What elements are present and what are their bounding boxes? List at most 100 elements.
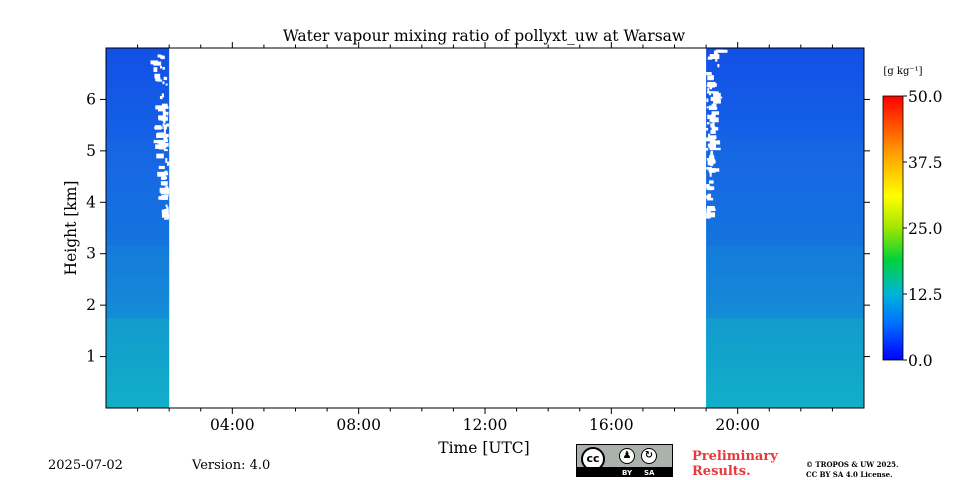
no-data-speckle	[162, 214, 169, 217]
no-data-speckle	[154, 125, 162, 130]
no-data-speckle	[710, 117, 719, 123]
heatmap-band	[706, 138, 864, 210]
no-data-speckle	[708, 133, 711, 139]
no-data-speckle	[713, 99, 721, 104]
heatmap-band	[706, 318, 864, 408]
no-data-speckle	[712, 126, 716, 130]
no-data-speckle	[707, 91, 716, 94]
no-data-speckle	[708, 159, 716, 162]
no-data-speckle	[163, 148, 168, 152]
no-data-speckle	[162, 123, 165, 127]
no-data-speckle	[163, 118, 166, 124]
no-data-speckle	[160, 54, 163, 59]
no-data-speckle	[161, 194, 168, 200]
no-data-speckle	[164, 186, 168, 191]
heatmap-data-layer	[106, 48, 864, 408]
no-data-speckle	[164, 183, 168, 186]
no-data-speckle	[165, 158, 168, 163]
no-data-speckle	[154, 73, 161, 79]
x-tick-label: 20:00	[715, 416, 760, 434]
no-data-speckle	[706, 71, 712, 76]
no-data-speckle	[165, 204, 168, 207]
no-data-speckle	[157, 132, 166, 137]
no-data-speckle	[709, 140, 713, 145]
colorbar-tick-label: 50.0	[908, 88, 943, 106]
no-data-speckle	[161, 176, 168, 180]
copyright-line-1: © TROPOS & UW 2025.	[806, 460, 899, 469]
no-data-speckle	[155, 144, 165, 149]
no-data-speckle	[161, 93, 165, 98]
no-data-speckle	[713, 93, 721, 97]
no-data-speckle	[160, 105, 168, 109]
sa-label: SA	[644, 469, 655, 477]
no-data-speckle	[707, 87, 710, 93]
no-data-speckle	[166, 206, 169, 210]
colorbar-tick-label: 25.0	[908, 220, 943, 238]
no-data-speckle	[709, 87, 712, 90]
no-data-speckle	[153, 61, 162, 66]
no-data-speckle	[159, 96, 163, 100]
no-data-speckle	[165, 133, 169, 138]
no-data-speckle	[158, 141, 164, 144]
y-tick-label: 5	[86, 142, 96, 160]
no-data-speckle	[165, 209, 169, 214]
no-data-speckle	[162, 66, 165, 70]
cc-license-badge: cc ♟ ↻ BY SA	[576, 444, 673, 477]
version-label: Version: 4.0	[192, 458, 271, 473]
no-data-speckle	[706, 137, 716, 142]
attribution-icon: ♟	[619, 448, 635, 464]
copyright-line-2: CC BY SA 4.0 License.	[806, 470, 893, 479]
license-badge-bar	[577, 467, 672, 476]
no-data-speckle	[708, 186, 712, 191]
y-tick-label: 1	[86, 348, 96, 366]
no-data-speckle	[158, 118, 164, 121]
no-data-speckle	[706, 184, 710, 189]
colorbar-tick-label: 37.5	[908, 154, 943, 172]
no-data-speckle	[706, 213, 709, 218]
no-data-speckle	[156, 153, 164, 159]
no-data-speckle	[157, 107, 166, 112]
no-data-speckle	[706, 212, 715, 218]
no-data-speckle	[710, 152, 714, 156]
no-data-speckle	[707, 193, 712, 199]
no-data-speckle	[707, 210, 711, 214]
no-data-speckle	[163, 76, 168, 81]
x-tick-label: 16:00	[589, 416, 634, 434]
x-tick-label: 12:00	[463, 416, 508, 434]
colorbar-tick-label: 0.0	[908, 352, 933, 370]
heatmap-band	[106, 318, 170, 408]
no-data-speckle	[708, 83, 715, 88]
chart-title: Water vapour mixing ratio of pollyxt_uw …	[283, 27, 686, 45]
no-data-speckle	[714, 96, 723, 99]
no-data-speckle	[708, 156, 715, 162]
preliminary-line-1: Preliminary	[692, 449, 778, 464]
no-data-speckle	[715, 59, 718, 62]
no-data-speckle	[717, 64, 720, 68]
y-axis-label: Height [km]	[62, 181, 80, 276]
no-data-speckle	[163, 172, 166, 176]
no-data-speckle	[157, 171, 166, 177]
no-data-speckle	[706, 122, 710, 125]
no-data-speckle	[706, 195, 710, 199]
y-tick-label: 4	[86, 193, 96, 211]
date-label: 2025-07-02	[48, 458, 123, 473]
heatmap-band	[706, 246, 864, 318]
no-data-speckle	[713, 50, 718, 55]
no-data-speckle	[163, 128, 166, 133]
x-tick-label: 08:00	[336, 416, 381, 434]
no-data-speckle	[711, 140, 721, 145]
by-label: BY	[622, 469, 633, 477]
no-data-speckle	[710, 123, 715, 128]
no-data-speckle	[710, 147, 721, 151]
no-data-speckle	[163, 126, 167, 130]
no-data-speckle	[707, 208, 711, 211]
no-data-speckle	[162, 110, 166, 116]
no-data-speckle	[706, 127, 709, 131]
no-data-speckle	[163, 135, 168, 139]
no-data-speckle	[707, 81, 716, 86]
no-data-speckle	[706, 98, 709, 103]
heatmap-band	[106, 246, 170, 318]
no-data-speckle	[166, 215, 169, 219]
no-data-speckle	[164, 170, 167, 175]
no-data-speckle	[706, 158, 709, 161]
